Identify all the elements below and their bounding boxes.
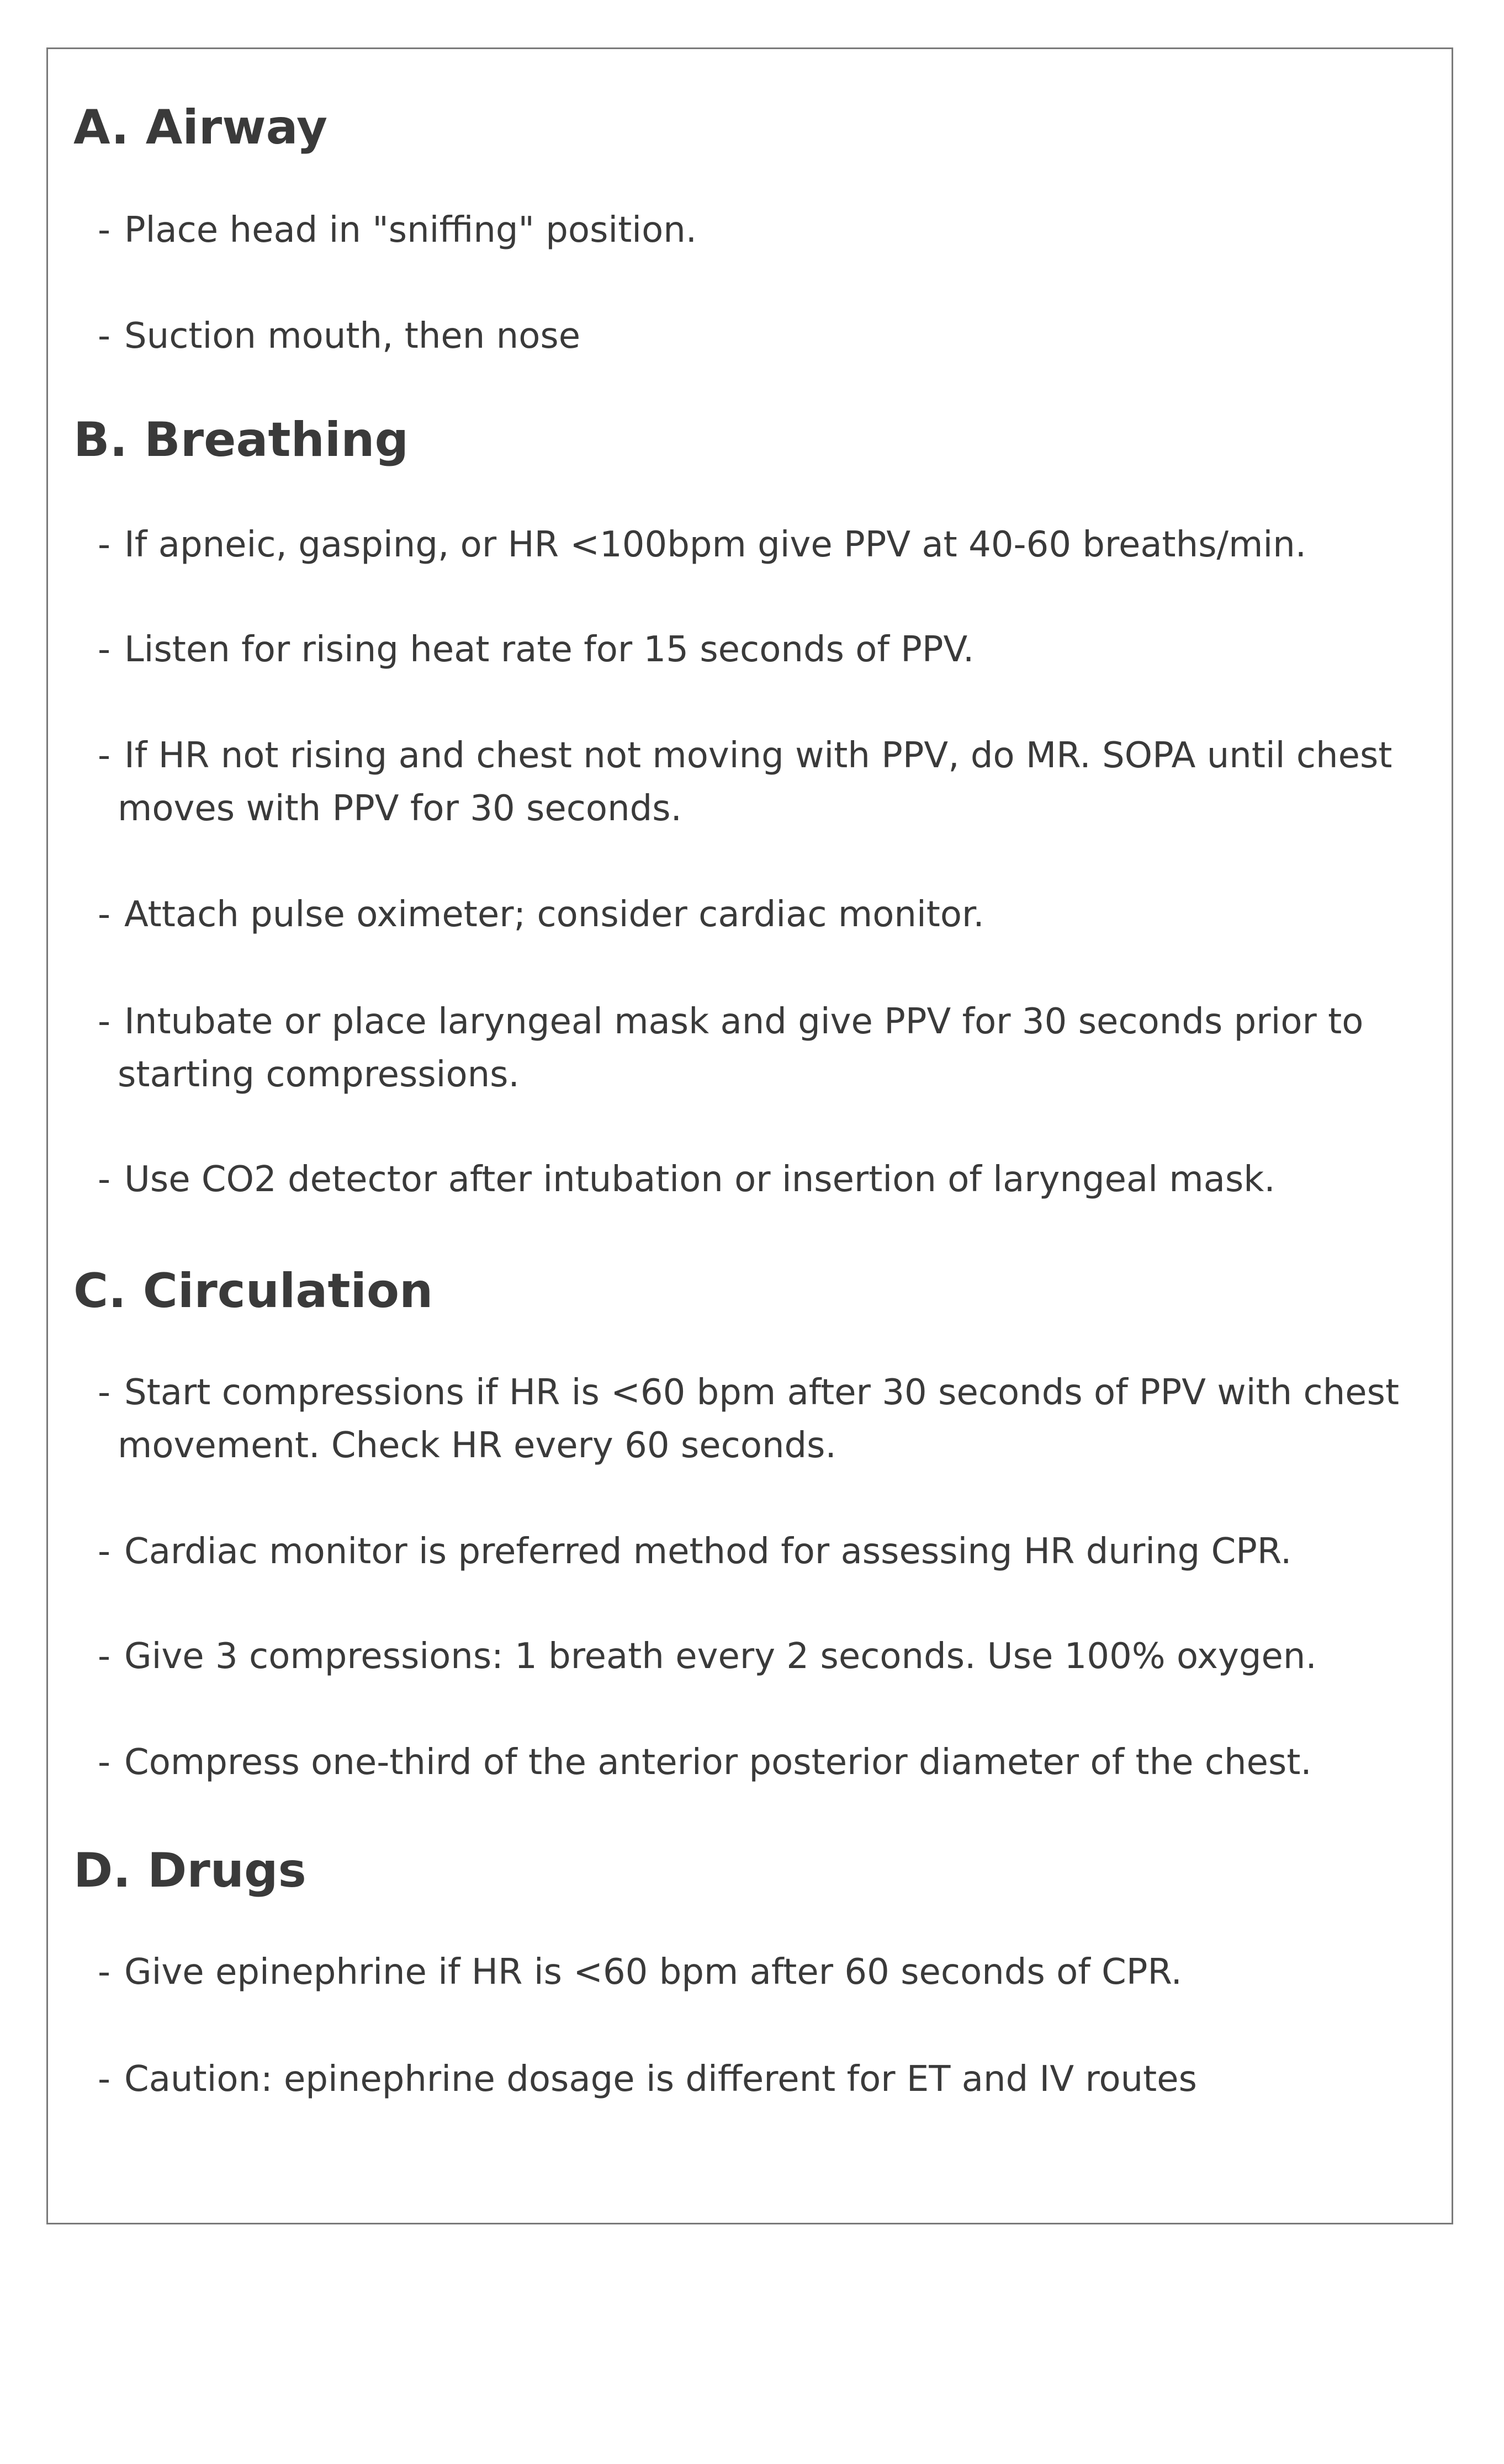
section-heading-breathing: B. Breathing (73, 412, 409, 468)
bullet-dash: - (98, 210, 111, 251)
list-item: - Intubate or place laryngeal mask and gi… (98, 995, 1439, 1101)
bullet-dash: - (98, 1372, 111, 1413)
list-item: - Start compressions if HR is <60 bpm aft… (98, 1366, 1439, 1472)
list-item: - If HR not rising and chest not moving w… (98, 729, 1439, 835)
bullet-dash: - (98, 735, 111, 776)
section-heading-airway: A. Airway (73, 100, 328, 155)
list-item: - Suction mouth, then nose (98, 310, 1439, 363)
bullet-dash: - (98, 1531, 111, 1572)
list-item: - Give epinephrine if HR is <60 bpm after… (98, 1946, 1439, 1999)
list-item: - Listen for rising heat rate for 15 seco… (98, 623, 1439, 676)
bullet-dash: - (98, 1742, 111, 1783)
section-heading-drugs: D. Drugs (73, 1843, 306, 1898)
bullet-dash: - (98, 1159, 111, 1200)
list-item: - Compress one-third of the anterior post… (98, 1736, 1439, 1789)
list-item: - Attach pulse oximeter; consider cardiac… (98, 888, 1439, 941)
list-item: - If apneic, gasping, or HR <100bpm give … (98, 518, 1439, 571)
list-item: - Cardiac monitor is preferred method for… (98, 1525, 1439, 1578)
bullet-dash: - (98, 316, 111, 357)
content-frame: A. Airway - Place head in "sniffing" posi… (46, 47, 1453, 2224)
bullet-dash: - (98, 1952, 111, 1993)
bullet-dash: - (98, 1001, 111, 1042)
bullet-dash: - (98, 629, 111, 670)
section-heading-circulation: C. Circulation (73, 1263, 433, 1319)
bullet-dash: - (98, 894, 111, 935)
list-item: - Use CO2 detector after intubation or in… (98, 1153, 1439, 1206)
bullet-dash: - (98, 524, 111, 565)
list-item: - Give 3 compressions: 1 breath every 2 s… (98, 1630, 1439, 1683)
bullet-dash: - (98, 2059, 111, 2100)
bullet-dash: - (98, 1636, 111, 1677)
list-item: - Place head in "sniffing" position. (98, 204, 1439, 257)
list-item: - Caution: epinephrine dosage is differen… (98, 2053, 1439, 2106)
